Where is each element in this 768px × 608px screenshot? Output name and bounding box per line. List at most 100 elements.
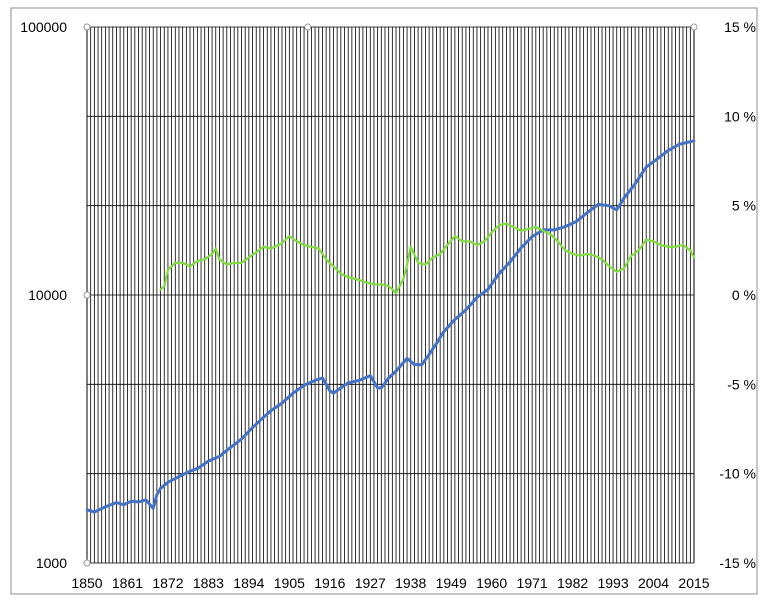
series-point bbox=[692, 139, 696, 143]
series-point bbox=[387, 376, 391, 380]
series-point bbox=[332, 265, 335, 268]
series-point bbox=[608, 265, 611, 268]
series-layer bbox=[85, 139, 696, 514]
series-point bbox=[659, 243, 663, 247]
series-point bbox=[229, 446, 232, 449]
series-point bbox=[177, 475, 181, 478]
series-point bbox=[508, 260, 512, 264]
series-point bbox=[420, 363, 424, 366]
series-point bbox=[534, 226, 537, 229]
series-point bbox=[666, 149, 670, 152]
series-point bbox=[387, 285, 390, 288]
series-point bbox=[578, 254, 582, 257]
series-point bbox=[637, 249, 640, 252]
series-point bbox=[317, 247, 320, 250]
series-point bbox=[214, 247, 217, 250]
series-point bbox=[530, 235, 534, 238]
series-point bbox=[497, 224, 501, 227]
x-axis-ticks: 1850 1861 1872 1883 1894 1905 1916 1927 1938 1949… bbox=[71, 575, 709, 591]
series-point bbox=[85, 508, 89, 512]
right-axis-tick-label: 15 % bbox=[724, 19, 756, 35]
series-point bbox=[280, 242, 284, 245]
series-point bbox=[655, 157, 659, 161]
series-point bbox=[115, 501, 118, 504]
x-axis-tick-label: 1916 bbox=[314, 575, 345, 591]
series-point bbox=[188, 469, 192, 473]
series-point bbox=[468, 240, 471, 243]
series-point bbox=[439, 252, 442, 255]
series-point bbox=[233, 261, 236, 264]
series-point bbox=[681, 243, 685, 247]
series-point bbox=[129, 499, 133, 503]
series-point bbox=[563, 225, 567, 228]
series-point bbox=[564, 249, 567, 252]
series-point bbox=[483, 240, 486, 243]
series-point bbox=[622, 196, 626, 200]
series-point bbox=[552, 228, 556, 232]
series-point bbox=[652, 240, 655, 243]
series-point bbox=[409, 245, 412, 248]
series-point bbox=[225, 263, 228, 266]
series-point bbox=[608, 204, 611, 208]
series-point bbox=[424, 263, 427, 266]
series-point bbox=[166, 268, 169, 272]
series-point bbox=[255, 251, 258, 254]
series-point bbox=[427, 353, 431, 356]
series-point bbox=[218, 455, 221, 458]
series-point bbox=[380, 283, 383, 286]
series-point bbox=[406, 263, 409, 266]
series-point bbox=[644, 165, 648, 169]
series-point bbox=[520, 229, 523, 232]
series-point bbox=[346, 381, 350, 385]
series-point bbox=[203, 258, 206, 261]
series-point bbox=[302, 384, 306, 387]
chart-outer-border bbox=[10, 7, 758, 595]
x-axis-tick-label: 1971 bbox=[517, 575, 548, 591]
series-point bbox=[391, 288, 394, 291]
series-point bbox=[615, 208, 618, 212]
series-point bbox=[453, 318, 457, 321]
series-point bbox=[288, 234, 291, 238]
series-point bbox=[556, 240, 560, 243]
x-axis-tick-label: 1905 bbox=[274, 575, 305, 591]
series-point bbox=[262, 415, 265, 419]
x-axis-tick-label: 1872 bbox=[152, 575, 183, 591]
series-point bbox=[262, 245, 265, 248]
series-point bbox=[674, 245, 677, 248]
series-point bbox=[431, 256, 434, 259]
top-tick-mark bbox=[690, 23, 698, 31]
series-point bbox=[417, 261, 420, 264]
series-point bbox=[325, 258, 328, 261]
left-tick-mark bbox=[83, 291, 91, 299]
series-point bbox=[497, 272, 501, 276]
series-point bbox=[615, 270, 618, 273]
x-axis-tick-label: 1982 bbox=[557, 575, 588, 591]
series-point bbox=[519, 246, 523, 250]
series-point bbox=[571, 252, 574, 255]
series-point bbox=[689, 249, 692, 252]
series-point bbox=[122, 503, 126, 507]
series-point bbox=[269, 247, 272, 250]
series-point bbox=[339, 386, 343, 390]
series-point bbox=[402, 277, 405, 280]
series-point bbox=[155, 493, 159, 496]
series-point bbox=[247, 256, 250, 259]
series-point bbox=[137, 500, 140, 504]
series-point bbox=[240, 261, 243, 264]
series-line-green bbox=[159, 222, 695, 295]
left-axis-tick-label: 100000 bbox=[20, 19, 67, 35]
series-point bbox=[295, 240, 298, 243]
series-point bbox=[332, 391, 335, 395]
series-point bbox=[347, 276, 350, 279]
series-point bbox=[196, 260, 199, 263]
right-axis-tick-label: -5 % bbox=[727, 376, 756, 392]
x-axis-tick-label: 1883 bbox=[193, 575, 224, 591]
x-axis-tick-label: 2004 bbox=[638, 575, 669, 591]
series-point bbox=[313, 379, 317, 382]
left-tick-mark bbox=[83, 559, 91, 567]
right-axis-tick-label: 0 % bbox=[732, 287, 756, 303]
series-point bbox=[461, 240, 464, 243]
series-point bbox=[269, 409, 273, 413]
